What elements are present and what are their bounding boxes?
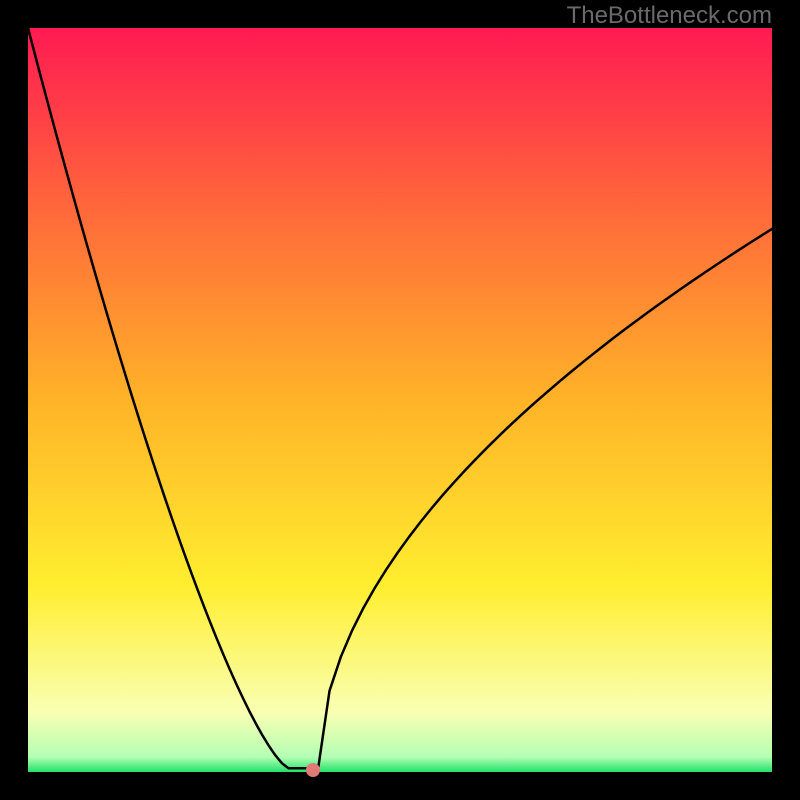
bottleneck-marker [306, 763, 320, 777]
bottleneck-curve [28, 28, 772, 772]
watermark-text: TheBottleneck.com [567, 2, 772, 30]
chart-stage: TheBottleneck.com [0, 0, 800, 800]
curve-path [28, 28, 772, 768]
plot-area [28, 28, 772, 772]
